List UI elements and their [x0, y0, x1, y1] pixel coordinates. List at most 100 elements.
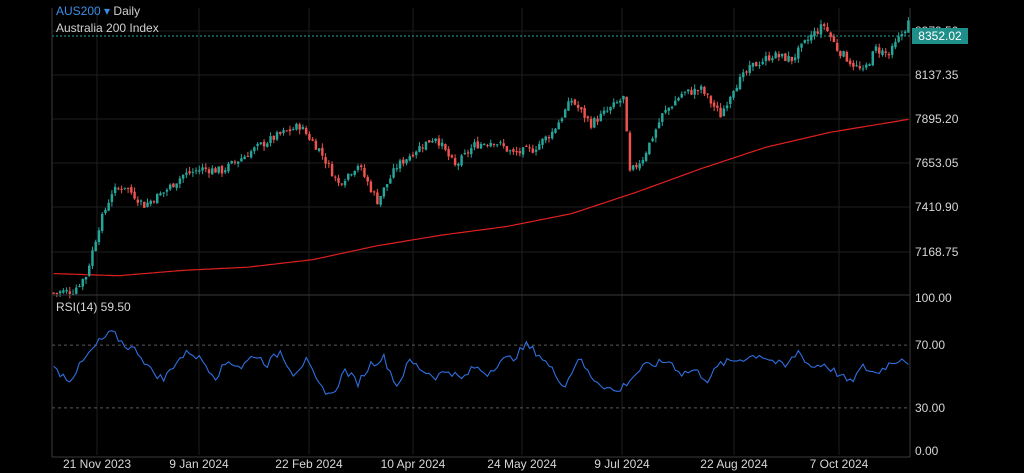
- candle-body: [754, 62, 758, 67]
- candle-body: [903, 31, 907, 34]
- candle-body: [136, 199, 140, 203]
- time-tick-label: 9 Jan 2024: [169, 457, 229, 471]
- candle: [68, 286, 72, 299]
- grid-lines: [52, 8, 910, 455]
- candle: [359, 163, 363, 171]
- candle: [538, 140, 541, 151]
- candle-body: [139, 200, 143, 202]
- candle-body: [392, 168, 395, 178]
- candle-body: [382, 187, 386, 197]
- symbol-dropdown-icon[interactable]: ▾: [104, 4, 111, 18]
- candle-body: [88, 265, 91, 276]
- candle: [120, 185, 123, 194]
- time-tick-label: 24 May 2024: [487, 457, 557, 471]
- candle-body: [214, 168, 217, 173]
- symbol-name[interactable]: AUS200: [56, 4, 101, 18]
- candle-body: [492, 143, 496, 145]
- candle: [146, 198, 149, 208]
- candle-body: [664, 109, 667, 113]
- candles: [52, 17, 910, 299]
- candle: [654, 128, 658, 143]
- candle: [379, 195, 382, 207]
- candle-body: [648, 142, 651, 155]
- candle-body: [521, 147, 525, 155]
- candle-body: [75, 287, 78, 294]
- candle: [327, 160, 331, 168]
- candle-body: [557, 122, 560, 130]
- candle-body: [155, 193, 159, 204]
- candle-body: [861, 68, 865, 70]
- candle: [272, 135, 276, 144]
- candle-body: [311, 139, 314, 141]
- interval-label[interactable]: Daily: [113, 4, 141, 18]
- candle-body: [625, 96, 628, 132]
- candle-body: [758, 65, 761, 67]
- candle-body: [201, 167, 204, 171]
- candle-body: [638, 163, 641, 169]
- candle-body: [787, 55, 790, 62]
- candle: [890, 43, 894, 59]
- candle-body: [693, 88, 696, 95]
- candle: [709, 94, 713, 108]
- candle: [107, 199, 110, 212]
- candle: [230, 160, 233, 165]
- candle-body: [505, 146, 509, 152]
- candle: [686, 89, 690, 95]
- candle: [609, 106, 612, 115]
- candle-body: [635, 164, 638, 168]
- candle-body: [712, 102, 716, 107]
- candle: [557, 119, 560, 130]
- candle-body: [385, 184, 389, 188]
- candle: [372, 190, 376, 196]
- candle-body: [722, 108, 726, 117]
- candle-body: [534, 149, 538, 152]
- candle-body: [589, 118, 593, 128]
- candle: [395, 163, 399, 172]
- candle: [269, 132, 272, 147]
- candle-body: [661, 113, 664, 122]
- symbol-header[interactable]: AUS200 ▾ Daily: [56, 4, 140, 18]
- candle-body: [651, 138, 654, 142]
- candle: [531, 144, 535, 154]
- candle: [858, 61, 862, 71]
- candle-body: [541, 138, 544, 145]
- candle-body: [631, 165, 635, 170]
- candle: [175, 183, 178, 191]
- candle-body: [881, 50, 884, 55]
- candle: [541, 138, 544, 149]
- candle: [644, 151, 648, 163]
- candle: [249, 149, 253, 159]
- candle: [589, 115, 593, 130]
- candle: [321, 143, 324, 160]
- candle-body: [376, 192, 379, 205]
- candle: [771, 55, 774, 63]
- candle-body: [800, 43, 803, 48]
- candle: [227, 162, 230, 174]
- candle-body: [240, 158, 243, 162]
- candle: [848, 58, 852, 67]
- candle: [389, 174, 392, 184]
- candle: [570, 98, 573, 106]
- rsi-line: [53, 330, 909, 396]
- candle-body: [732, 90, 735, 98]
- candle: [625, 96, 628, 132]
- candle-body: [483, 144, 486, 146]
- candle-body: [236, 161, 240, 164]
- candle: [447, 146, 450, 161]
- candle: [900, 30, 904, 41]
- candle-body: [91, 250, 94, 266]
- candle: [518, 147, 522, 157]
- candle-body: [363, 167, 366, 177]
- candle: [330, 161, 334, 177]
- candle-body: [680, 93, 683, 98]
- candle-body: [453, 158, 457, 166]
- candle: [97, 227, 101, 246]
- candle-body: [191, 171, 195, 173]
- candle: [453, 154, 457, 167]
- candle-body: [418, 146, 421, 152]
- candle: [369, 179, 373, 194]
- candle-body: [269, 136, 272, 144]
- candle: [466, 149, 470, 158]
- candle: [670, 105, 674, 110]
